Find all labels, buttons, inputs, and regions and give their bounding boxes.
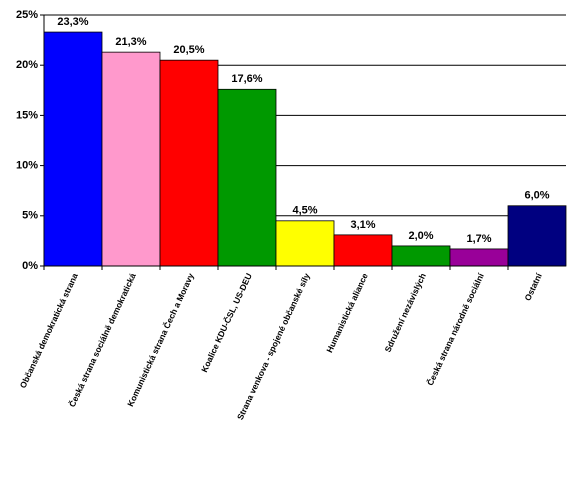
bar (333, 234, 393, 267)
value-label: 20,5% (173, 44, 204, 56)
value-label: 21,3% (115, 36, 146, 48)
y-tick-label: 10% (16, 160, 38, 172)
bar (159, 59, 219, 267)
bar (449, 248, 509, 267)
bar (507, 205, 567, 267)
x-tick-label: Ostatní (522, 271, 544, 302)
value-label: 1,7% (466, 233, 491, 245)
x-tick-label: Sdružení nezávislých (382, 272, 427, 354)
value-label: 17,6% (231, 73, 262, 85)
bar (275, 220, 335, 267)
y-tick-label: 15% (16, 109, 38, 121)
bar (101, 51, 161, 267)
x-tick-label: Česká strana sociálně demokratická (66, 271, 138, 409)
bar (391, 245, 451, 267)
x-tick-label: Humanistická aliance (324, 271, 370, 354)
x-tick-label: Česká strana národně sociální (424, 271, 486, 388)
y-tick-label: 20% (16, 59, 38, 71)
bar (217, 88, 277, 267)
value-label: 3,1% (350, 219, 375, 231)
x-tick-label: Koalice KDU-ČSL, US-DEU (198, 271, 254, 374)
y-tick-label: 0% (22, 260, 38, 272)
y-tick-label: 5% (22, 210, 38, 222)
bar (43, 31, 103, 267)
x-tick-label: Komunistická strana Čech a Moravy (124, 271, 196, 408)
value-label: 4,5% (292, 205, 317, 217)
y-tick-label: 25% (16, 9, 38, 21)
value-label: 23,3% (57, 16, 88, 28)
value-label: 6,0% (524, 190, 549, 202)
x-tick-label: Strana venkova - spojené občanské síly (235, 271, 312, 421)
x-tick-label: Občanská demokratická strana (18, 271, 80, 389)
value-label: 2,0% (408, 230, 433, 242)
